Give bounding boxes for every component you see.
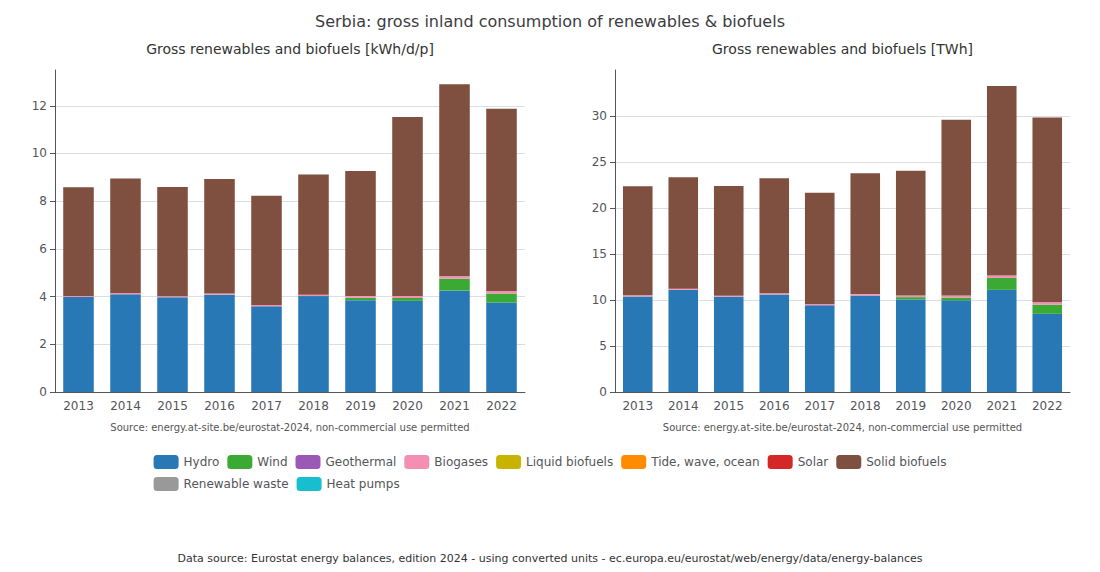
svg-text:8: 8 xyxy=(39,194,47,208)
svg-text:2013: 2013 xyxy=(622,399,653,413)
svg-text:0: 0 xyxy=(599,385,607,399)
svg-text:Renewable waste: Renewable waste xyxy=(184,477,289,491)
svg-text:2018: 2018 xyxy=(850,399,881,413)
svg-text:10: 10 xyxy=(592,293,607,307)
svg-text:30: 30 xyxy=(592,109,607,123)
svg-text:Hydro: Hydro xyxy=(184,455,220,469)
svg-text:15: 15 xyxy=(592,247,607,261)
svg-text:2015: 2015 xyxy=(157,399,188,413)
svg-text:4: 4 xyxy=(39,290,47,304)
svg-text:Liquid biofuels: Liquid biofuels xyxy=(526,455,613,469)
svg-text:Gross renewables and biofuels: Gross renewables and biofuels [kWh/d/p] xyxy=(146,41,434,57)
svg-text:2016: 2016 xyxy=(759,399,790,413)
svg-text:5: 5 xyxy=(599,339,607,353)
svg-text:2013: 2013 xyxy=(63,399,94,413)
svg-text:2020: 2020 xyxy=(392,399,423,413)
svg-text:Heat pumps: Heat pumps xyxy=(327,477,400,491)
svg-text:Data source: Eurostat energy b: Data source: Eurostat energy balances, e… xyxy=(178,552,923,565)
svg-text:Source: energy.at-site.be/euro: Source: energy.at-site.be/eurostat-2024,… xyxy=(663,422,1022,433)
svg-text:2017: 2017 xyxy=(804,399,835,413)
svg-text:2022: 2022 xyxy=(1032,399,1063,413)
svg-text:25: 25 xyxy=(592,155,607,169)
svg-text:Solid biofuels: Solid biofuels xyxy=(866,455,946,469)
svg-text:Gross renewables and biofuels: Gross renewables and biofuels [TWh] xyxy=(712,41,973,57)
svg-text:20: 20 xyxy=(592,201,607,215)
svg-text:2022: 2022 xyxy=(486,399,517,413)
svg-text:12: 12 xyxy=(32,99,47,113)
svg-text:2020: 2020 xyxy=(941,399,972,413)
svg-text:10: 10 xyxy=(32,146,47,160)
svg-text:0: 0 xyxy=(39,385,47,399)
svg-text:Solar: Solar xyxy=(798,455,829,469)
svg-text:2016: 2016 xyxy=(204,399,235,413)
svg-text:Geothermal: Geothermal xyxy=(326,455,397,469)
svg-text:2021: 2021 xyxy=(439,399,470,413)
svg-text:2019: 2019 xyxy=(895,399,926,413)
svg-text:Biogases: Biogases xyxy=(434,455,488,469)
svg-text:2015: 2015 xyxy=(713,399,744,413)
svg-text:2014: 2014 xyxy=(668,399,699,413)
svg-text:Tide, wave, ocean: Tide, wave, ocean xyxy=(650,455,760,469)
svg-text:2021: 2021 xyxy=(986,399,1017,413)
svg-text:Wind: Wind xyxy=(257,455,287,469)
svg-text:2018: 2018 xyxy=(298,399,329,413)
svg-text:2019: 2019 xyxy=(345,399,376,413)
svg-text:2017: 2017 xyxy=(251,399,282,413)
svg-text:Source: energy.at-site.be/euro: Source: energy.at-site.be/eurostat-2024,… xyxy=(110,422,469,433)
svg-text:2: 2 xyxy=(39,337,47,351)
svg-text:Serbia: gross inland consumpti: Serbia: gross inland consumption of rene… xyxy=(315,12,785,31)
svg-text:2014: 2014 xyxy=(110,399,141,413)
svg-text:6: 6 xyxy=(39,242,47,256)
